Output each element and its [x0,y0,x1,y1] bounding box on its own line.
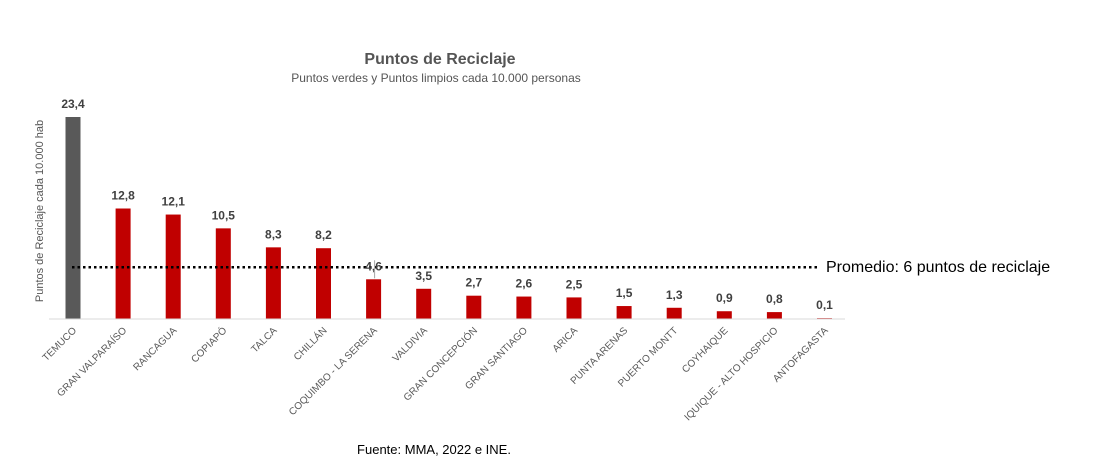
bar [215,228,231,319]
data-label: 10,5 [212,208,236,222]
category-tick-label: TALCA [249,325,279,355]
category-tick-label: VALDIVIA [391,325,430,364]
bars-layer [65,117,832,319]
data-label: 0,1 [816,298,833,312]
category-tick-label: ANTOFAGASTA [771,325,831,385]
data-label: 12,1 [162,195,186,209]
chart-subtitle: Puntos verdes y Puntos limpios cada 10.0… [291,71,581,85]
category-tick-label: TEMUCO [41,325,80,364]
data-label: 3,5 [415,269,432,283]
data-label: 8,3 [265,227,282,241]
data-label: 1,3 [666,288,683,302]
bar [766,312,782,319]
chart-title: Puntos de Reciclaje [364,51,515,68]
category-tick-label: COPIAPÓ [188,324,230,366]
bar [265,247,281,319]
labels-layer: 23,4 12,8 12,1 10,5 8,3 8,2 4,6 3,5 2,7 2,6 2,5 1,5… [61,97,833,312]
bar [316,248,331,319]
data-label: 0,8 [766,292,783,306]
data-label: 23,4 [61,97,85,111]
data-label: 8,2 [315,228,332,242]
source-note: Fuente: MMA, 2022 e INE. [357,442,511,457]
bar [666,307,682,319]
bar [516,296,532,319]
bar [616,306,632,319]
bar [366,279,382,319]
bar [466,295,482,319]
data-label: 2,5 [566,277,583,291]
category-tick-label: COQUIMBO - LA SERENA [287,325,380,418]
data-label: 2,6 [516,277,533,291]
data-label: 1,5 [616,286,633,300]
category-tick-label: CHILLÁN [291,324,330,363]
bar [416,288,432,319]
data-label: 0,9 [716,291,733,305]
data-label: 12,8 [111,189,135,203]
y-axis-label: Puntos de Reciclaje cada 10.000 hab [34,120,46,302]
category-tick-label: ARICA [551,325,581,355]
bar [566,297,582,319]
category-tick-label: COYHAIQUE [680,325,730,375]
data-label: 2,7 [465,276,482,290]
bar [115,208,131,319]
average-label: Promedio: 6 puntos de reciclaje [826,259,1050,276]
bar [65,117,81,319]
data-label: 4,6 [365,259,382,273]
category-tick-label: IQUIQUE - ALTO HOSPICIO [683,325,781,423]
category-tick-label: RANCAGUA [131,325,179,373]
bar [716,311,732,319]
